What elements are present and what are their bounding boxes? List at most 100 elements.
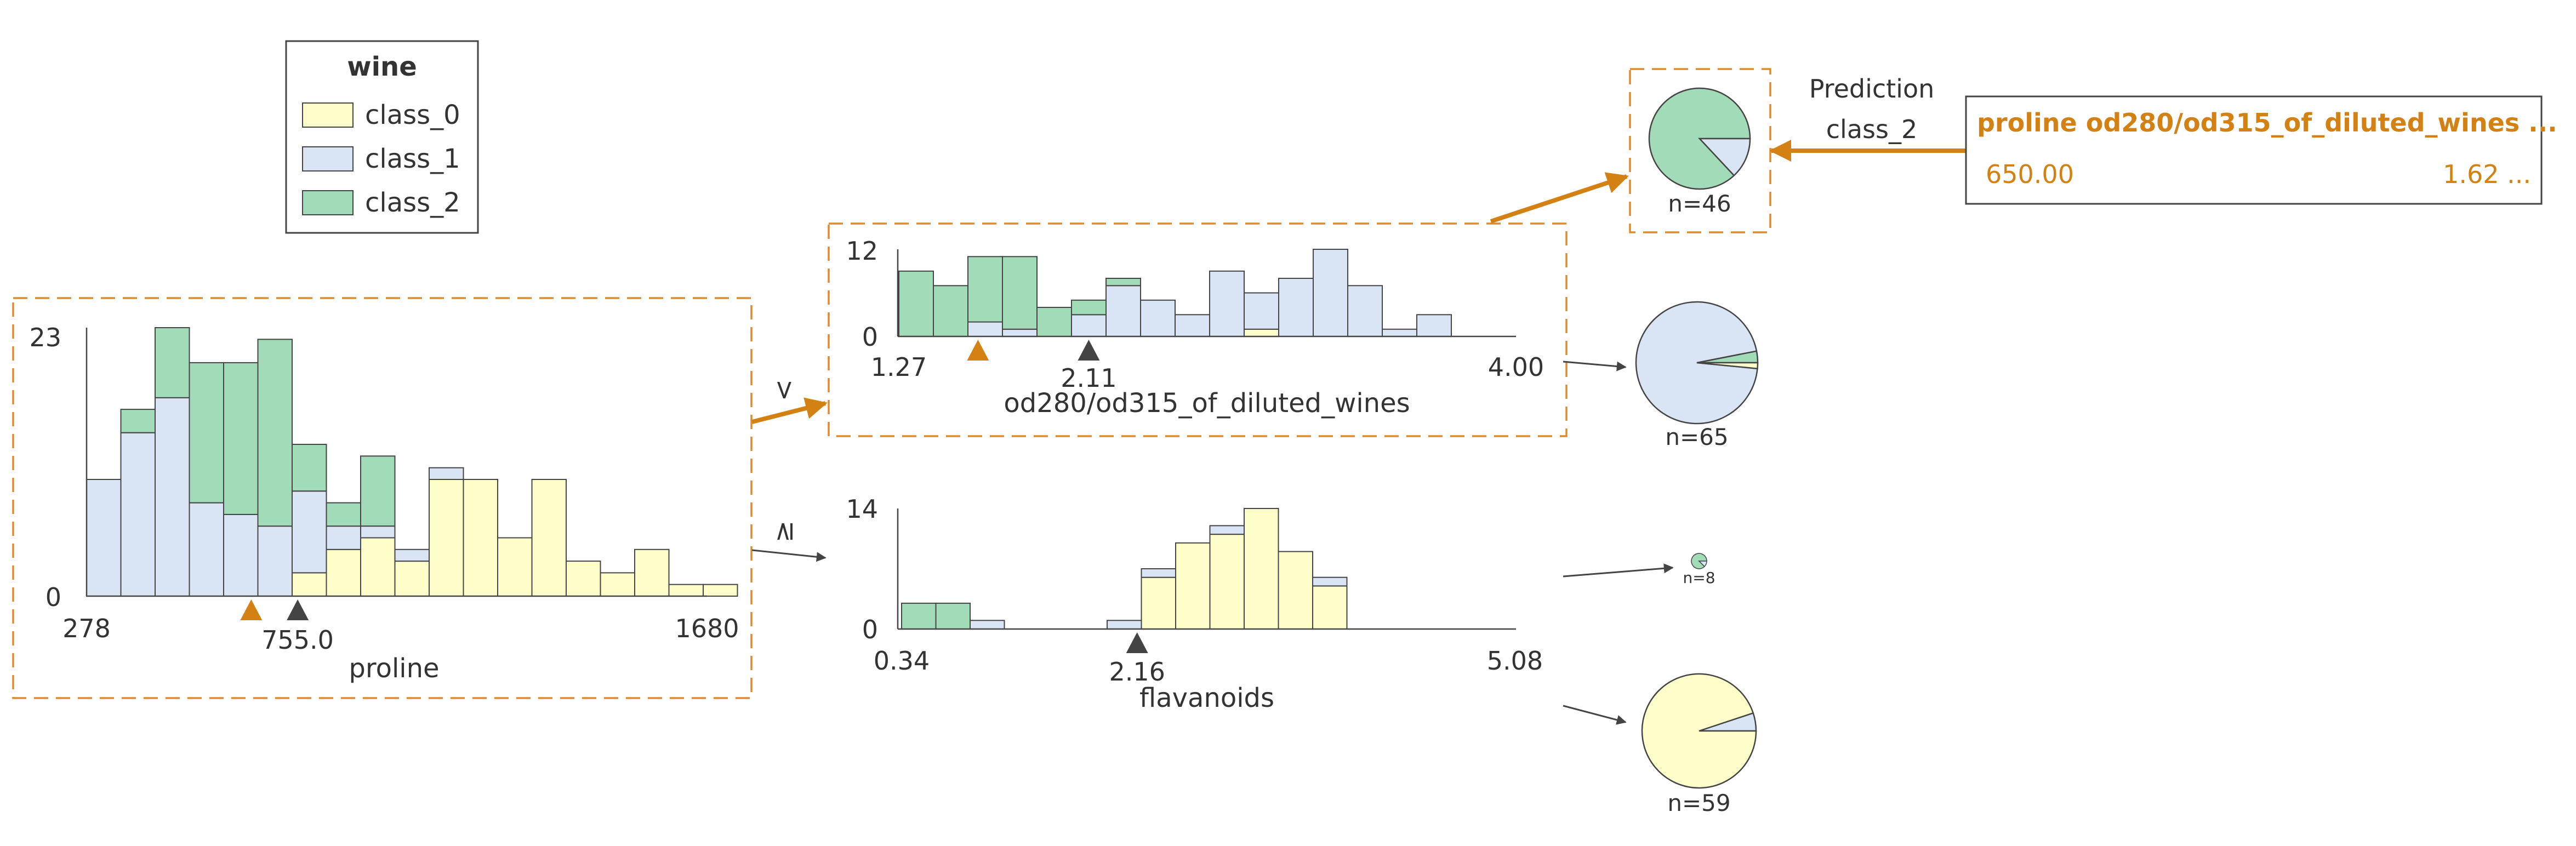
root-bar-9-class-1: [394, 548, 430, 562]
leaf-c-pie: [1691, 553, 1707, 569]
left-bar-5-class-1: [1071, 314, 1107, 338]
left-node-chart: 12 0 1.27 4.00 2.11 od280/od315_of_dilut…: [846, 236, 1544, 419]
left-bar-6-class-2: [1105, 278, 1141, 287]
root-x-tick-min: 278: [62, 614, 111, 643]
instance-value-1: 650.00: [1986, 159, 2074, 189]
right-bar-0-class-2: [901, 602, 937, 630]
root-bar-13-class-0: [531, 479, 567, 597]
root-bar-5-class-2: [257, 339, 293, 527]
instance-value-2: 1.62 ...: [2443, 159, 2531, 189]
left-split-marker: [1078, 340, 1100, 361]
root-bar-18-class-0: [703, 584, 738, 597]
root-bar-6-class-0: [292, 572, 327, 597]
left-bar-2-class-1: [967, 321, 1003, 337]
legend-swatch-class-0: [302, 102, 354, 128]
left-bar-14-class-1: [1382, 328, 1417, 338]
right-histogram-bars: [901, 508, 1348, 630]
root-histogram-bars: [86, 327, 738, 597]
right-bar-7-class-0: [1141, 576, 1176, 630]
edge-left-to-leaf-b: [1563, 361, 1627, 371]
right-bar-2-class-1: [970, 620, 1005, 630]
instance-box: proline od280/od315_of_diluted_wines ...…: [1965, 95, 2557, 205]
root-y-tick-max: 23: [29, 323, 61, 352]
root-bar-6-class-2: [292, 444, 327, 492]
right-y-tick-max: 14: [846, 494, 878, 524]
left-bar-13-class-1: [1347, 285, 1383, 338]
root-bar-9-class-0: [394, 561, 430, 597]
root-bar-16-class-0: [634, 548, 670, 597]
root-bar-1-class-2: [120, 409, 156, 433]
root-node-chart: 23 0 278 1680 755.0 proline: [29, 323, 739, 684]
leaf-b-count: n=65: [1665, 424, 1728, 450]
leaf-a-slice-class-1: [1698, 138, 1751, 177]
leaf-a-count: n=46: [1668, 190, 1731, 217]
right-bar-12-class-1: [1312, 576, 1348, 587]
left-bar-8-class-1: [1175, 314, 1210, 338]
root-bar-10-class-0: [429, 479, 464, 597]
left-y-tick-min: 0: [862, 322, 878, 352]
right-bar-9-class-1: [1209, 525, 1245, 535]
right-bar-9-class-0: [1209, 534, 1245, 630]
right-x-label: flavanoids: [1139, 683, 1274, 713]
root-bar-8-class-2: [360, 455, 396, 527]
right-bar-8-class-0: [1175, 542, 1211, 630]
right-bar-10-class-0: [1244, 508, 1279, 630]
edge-right-to-leaf-c: [1563, 563, 1674, 578]
root-bar-14-class-0: [566, 561, 601, 597]
left-split-value-label: 2.11: [1061, 363, 1116, 393]
left-bar-2-class-2: [967, 256, 1003, 323]
right-bar-6-class-1: [1107, 620, 1142, 630]
legend-label-class-0: class_0: [365, 100, 460, 130]
instance-header: proline od280/od315_of_diluted_wines ...: [1977, 108, 2557, 138]
right-bar-1-class-2: [935, 602, 971, 630]
left-bar-3-class-1: [1002, 328, 1038, 338]
right-split-value-label: 2.16: [1109, 657, 1165, 687]
legend-title: wine: [347, 52, 417, 82]
right-x-tick-min: 0.34: [874, 646, 930, 676]
root-bar-10-class-1: [429, 467, 464, 481]
left-node-highlight: [828, 222, 1568, 437]
root-bar-5-class-1: [257, 525, 293, 597]
edge-left-to-leaf-a-path: [1490, 172, 1629, 224]
left-bar-6-class-1: [1105, 285, 1141, 338]
root-bar-11-class-0: [463, 479, 498, 597]
root-bar-8-class-0: [360, 537, 396, 597]
instance-frame: [1965, 95, 2543, 205]
legend-swatch-class-2: [302, 190, 354, 215]
left-bar-3-class-2: [1002, 256, 1038, 330]
split-label-less-than: <: [768, 379, 799, 401]
root-bar-8-class-1: [360, 525, 396, 539]
legend-label-class-2: class_2: [365, 187, 460, 218]
left-x-tick-min: 1.27: [871, 352, 927, 382]
leaf-b-slice-class-1: [1635, 301, 1758, 425]
left-bar-0-class-2: [898, 270, 934, 338]
legend-label-class-1: class_1: [365, 144, 460, 174]
left-x-label: od280/od315_of_diluted_wines: [1004, 388, 1410, 419]
root-bar-0-class-1: [86, 479, 122, 597]
root-split-marker: [287, 599, 309, 620]
root-x-label: proline: [349, 653, 439, 684]
root-instance-marker: [240, 599, 263, 620]
split-label-greater-equal: ≥: [768, 521, 799, 542]
leaf-d-pie: [1641, 673, 1757, 789]
right-bar-11-class-0: [1278, 551, 1313, 630]
right-x-tick-max: 5.08: [1487, 646, 1543, 676]
edge-root-to-right: [751, 549, 827, 562]
left-bar-4-class-2: [1036, 307, 1072, 337]
legend-swatch-class-1: [302, 146, 354, 172]
right-bar-12-class-0: [1312, 585, 1348, 630]
leaf-d-count: n=59: [1667, 790, 1730, 816]
leaf-c-slice-class-1: [1698, 561, 1707, 567]
root-bar-3-class-2: [189, 362, 224, 504]
prediction-title: Prediction: [1809, 74, 1935, 104]
left-histogram-bars: [898, 249, 1452, 338]
root-bar-12-class-0: [497, 537, 533, 597]
right-node-chart: 14 0 0.34 5.08 2.16 flavanoids: [846, 494, 1543, 713]
root-bar-4-class-1: [223, 513, 259, 597]
root-bar-6-class-1: [292, 490, 327, 574]
root-bar-7-class-2: [326, 502, 361, 527]
left-x-tick-max: 4.00: [1488, 352, 1544, 382]
root-bar-2-class-1: [155, 397, 190, 597]
edge-right-to-leaf-d: [1563, 705, 1627, 725]
